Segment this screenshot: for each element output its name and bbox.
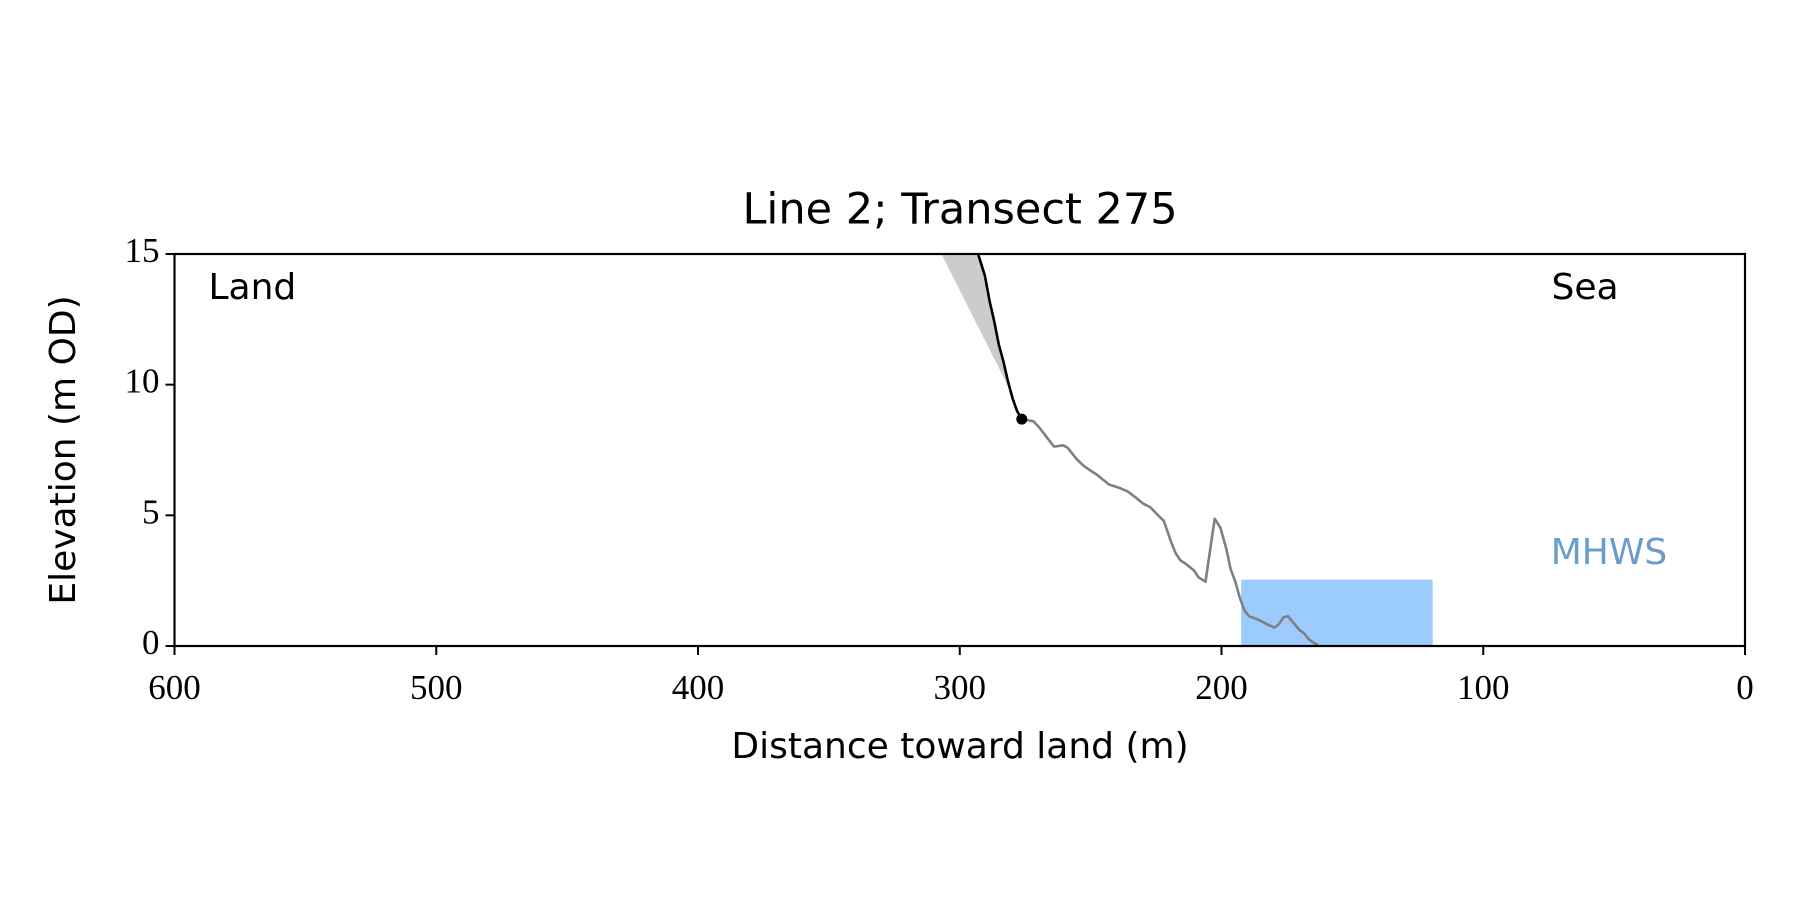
band-label: MHWS [1551, 532, 1668, 573]
x-tick-label: 200 [1195, 668, 1248, 707]
annotation: Sea [1551, 267, 1618, 308]
x-axis-label: Distance toward land (m) [731, 726, 1188, 767]
x-tick-label: 400 [672, 668, 725, 707]
y-tick-label: 15 [125, 231, 160, 270]
shaded-area [941, 254, 1011, 391]
point [1016, 413, 1028, 425]
profile-line [976, 253, 1023, 420]
x-tick-label: 0 [1736, 668, 1754, 707]
y-axis-label: Elevation (m OD) [43, 295, 84, 604]
x-tick-label: 300 [934, 668, 987, 707]
plot-frame [173, 252, 1747, 648]
y-tick-label: 10 [125, 362, 160, 401]
x-tick-label: 600 [148, 668, 201, 707]
profile-line [1021, 417, 1319, 647]
x-tick-label: 100 [1457, 668, 1510, 707]
y-tick-label: 0 [142, 623, 160, 662]
mhws-band [1241, 579, 1433, 646]
chart-title: Line 2; Transect 275 [742, 185, 1177, 235]
x-tick-label: 500 [410, 668, 463, 707]
annotation: Land [209, 267, 297, 308]
y-tick-label: 5 [142, 492, 160, 531]
